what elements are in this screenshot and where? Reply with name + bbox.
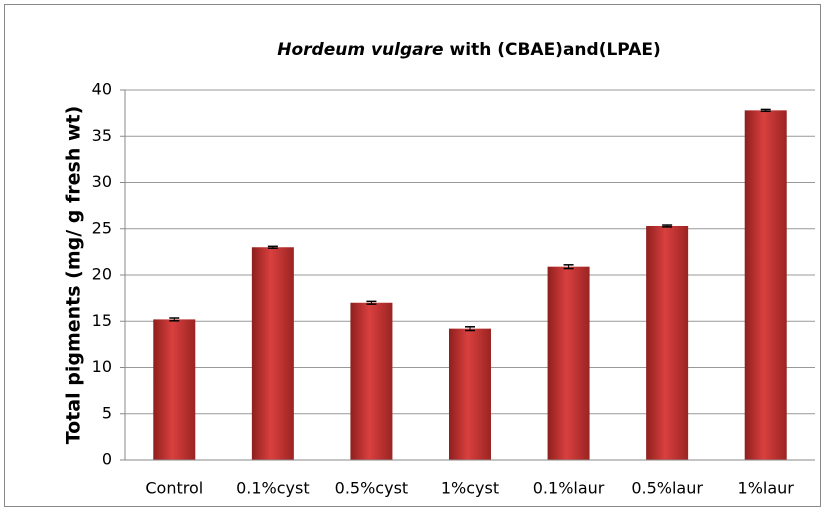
x-tick-label: 0.1%cyst <box>236 479 310 498</box>
y-axis-label: Total pigments (mg/ g fresh wt) <box>63 106 85 445</box>
bar <box>153 319 196 460</box>
bar <box>251 247 294 460</box>
bar <box>646 225 689 460</box>
x-tick-label: 1%cyst <box>441 479 499 498</box>
bar <box>547 266 590 460</box>
title-italic: Hordeum vulgare <box>277 40 443 60</box>
bar <box>744 110 787 460</box>
x-tick-label: 0.5%laur <box>631 479 703 498</box>
chart-title: Hordeum vulgare with (CBAE)and(LPAE) <box>277 40 661 60</box>
x-tick-label: 0.1%laur <box>533 479 605 498</box>
x-tick-label: 1%laur <box>738 479 795 498</box>
y-tick-label: 0 <box>102 450 112 469</box>
title-rest: with (CBAE)and(LPAE) <box>450 40 661 60</box>
y-tick-label: 40 <box>92 80 112 99</box>
y-tick-label: 10 <box>92 357 112 376</box>
y-tick-label: 15 <box>92 311 112 330</box>
y-tick-label: 35 <box>92 126 112 145</box>
x-tick-label: Control <box>145 479 203 498</box>
bar <box>449 328 491 460</box>
y-tick-label: 30 <box>92 172 112 191</box>
x-tick-label: 0.5%cyst <box>335 479 409 498</box>
y-tick-label: 5 <box>102 403 112 422</box>
chart-border <box>4 4 821 507</box>
bar <box>350 302 393 460</box>
y-tick-label: 20 <box>92 265 112 284</box>
y-tick-label: 25 <box>92 218 112 237</box>
